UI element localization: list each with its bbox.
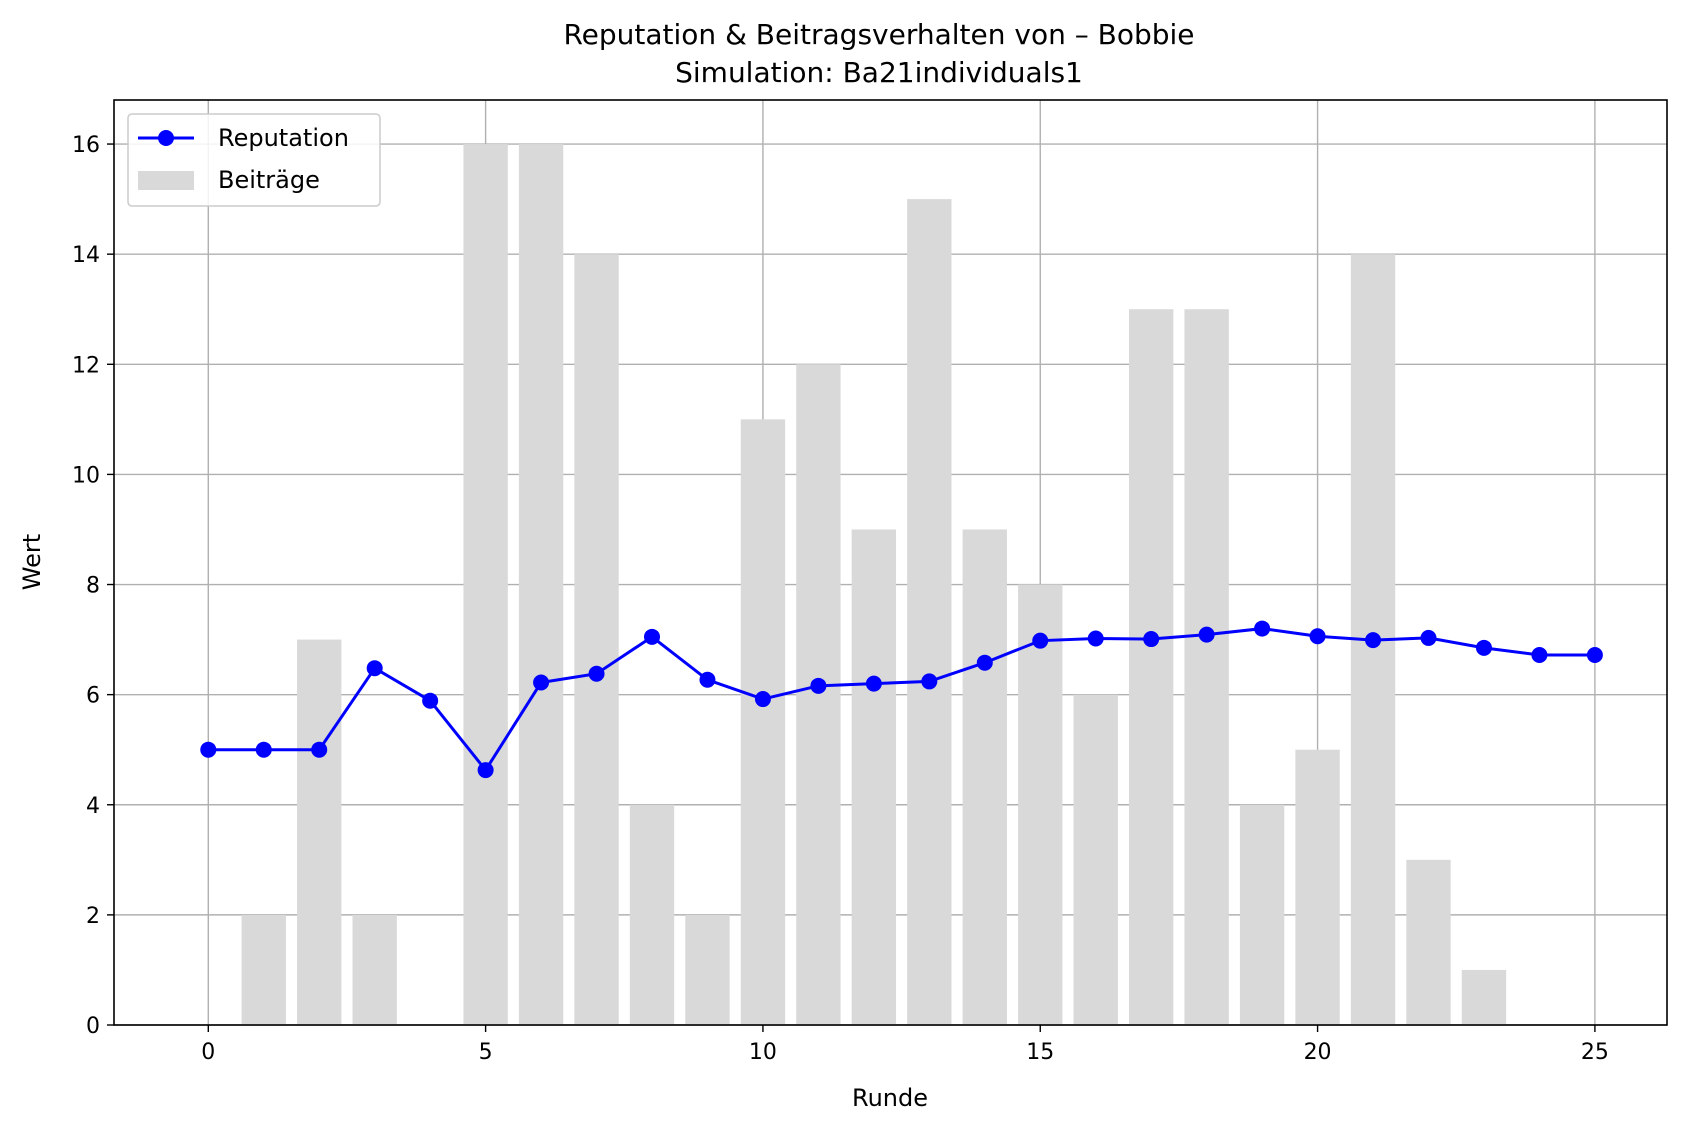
- line-series-reputation: [200, 620, 1603, 779]
- bar-beitraege-16: [1073, 694, 1118, 1025]
- reputation-point-0: [200, 741, 217, 758]
- y-tick-label-4: 8: [86, 574, 100, 599]
- legend-reputation-label: Reputation: [218, 124, 349, 152]
- reputation-point-10: [754, 691, 771, 708]
- bar-beitraege-6: [518, 144, 564, 1026]
- y-tick-label-0: 0: [86, 1014, 100, 1039]
- reputation-point-20: [1309, 628, 1326, 645]
- x-tick-label-4: 20: [1304, 1040, 1332, 1065]
- bar-beitraege-17: [1128, 309, 1174, 1025]
- chart-title: Reputation & Beitragsverhalten von – Bob…: [563, 18, 1194, 51]
- reputation-point-6: [533, 674, 550, 691]
- y-tick-label-8: 16: [72, 133, 100, 158]
- y-axis-ticks: 0 2 4 6 8 10 12 14 16: [72, 133, 114, 1039]
- reputation-point-5: [477, 762, 494, 779]
- bar-beitraege-23: [1461, 969, 1507, 1025]
- reputation-point-2: [311, 741, 328, 758]
- reputation-point-25: [1586, 647, 1603, 663]
- bar-beitraege-11: [796, 364, 841, 1025]
- y-tick-label-3: 6: [86, 684, 100, 709]
- x-tick-label-2: 10: [749, 1040, 777, 1065]
- chart-subtitle: Simulation: Ba21individuals1: [675, 56, 1083, 89]
- reputation-point-17: [1143, 631, 1160, 648]
- y-tick-label-1: 2: [86, 904, 100, 929]
- y-tick-label-6: 12: [72, 353, 100, 378]
- x-tick-label-0: 0: [201, 1040, 215, 1065]
- y-tick-label-5: 10: [72, 463, 100, 488]
- reputation-point-21: [1365, 632, 1382, 649]
- bar-beitraege-10: [740, 419, 786, 1026]
- y-tick-label-7: 14: [72, 243, 100, 268]
- reputation-point-24: [1531, 647, 1548, 663]
- x-tick-label-5: 25: [1581, 1040, 1609, 1065]
- y-tick-label-2: 4: [86, 794, 100, 819]
- reputation-point-4: [422, 692, 439, 709]
- bar-beitraege-22: [1406, 859, 1451, 1025]
- reputation-point-22: [1420, 629, 1437, 646]
- bar-beitraege-3: [352, 914, 397, 1025]
- reputation-point-18: [1198, 626, 1215, 643]
- reputation-point-12: [865, 675, 882, 692]
- x-axis-ticks: 0 5 10 15 20 25: [201, 1025, 1609, 1065]
- legend-reputation-marker: [158, 130, 174, 146]
- bar-beitraege-14: [962, 529, 1007, 1025]
- reputation-point-13: [921, 673, 938, 690]
- bar-beitraege-15: [1018, 584, 1063, 1025]
- bar-beitraege-13: [907, 199, 952, 1025]
- bar-beitraege-9: [685, 914, 730, 1025]
- reputation-point-9: [699, 671, 716, 688]
- legend-beitraege-label: Beiträge: [218, 166, 320, 194]
- plot-frame: [113, 99, 1668, 1026]
- reputation-point-16: [1087, 630, 1104, 647]
- x-axis-label: Runde: [852, 1084, 928, 1112]
- reputation-point-19: [1254, 620, 1271, 637]
- grid: [114, 100, 1667, 1026]
- reputation-point-8: [644, 628, 661, 645]
- bar-beitraege-2: [297, 639, 342, 1025]
- bar-beitraege-1: [241, 914, 286, 1025]
- bar-beitraege-18: [1184, 309, 1229, 1025]
- legend-beitraege-swatch: [138, 171, 194, 190]
- reputation-point-23: [1475, 639, 1492, 656]
- reputation-point-1: [255, 741, 272, 758]
- x-tick-label-3: 15: [1026, 1040, 1054, 1065]
- legend: Reputation Beiträge: [127, 113, 381, 207]
- bar-beitraege-19: [1239, 804, 1285, 1025]
- reputation-point-15: [1032, 632, 1049, 649]
- bar-beitraege-8: [629, 804, 675, 1025]
- bar-beitraege-20: [1295, 749, 1340, 1025]
- bar-beitraege-7: [574, 254, 619, 1025]
- reputation-line: [208, 627, 1595, 773]
- reputation-point-14: [976, 654, 993, 671]
- y-axis-label: Wert: [18, 534, 46, 590]
- reputation-point-3: [366, 660, 383, 677]
- bar-beitraege-5: [463, 144, 508, 1026]
- bar-beitraege-12: [851, 529, 897, 1025]
- reputation-point-11: [810, 677, 827, 694]
- x-tick-label-1: 5: [479, 1040, 493, 1065]
- reputation-point-7: [588, 665, 605, 682]
